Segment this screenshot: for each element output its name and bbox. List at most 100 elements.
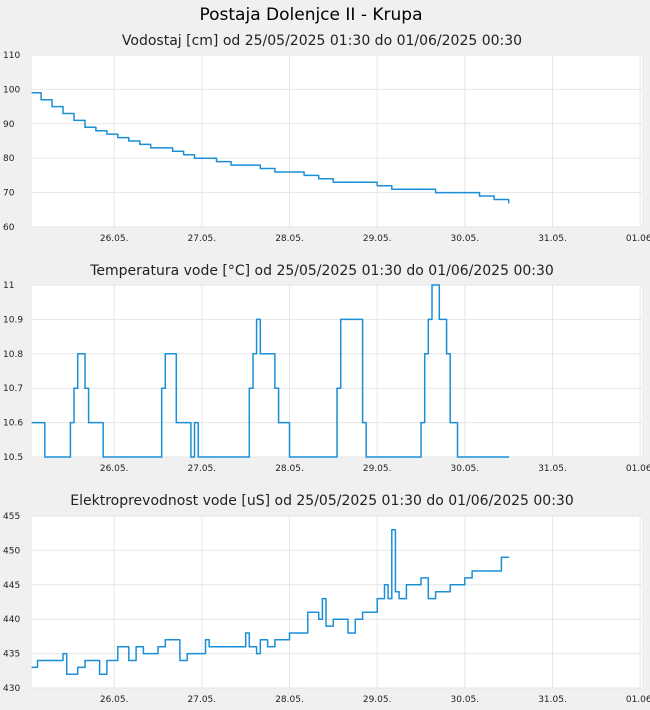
data-point (325, 625, 327, 627)
y-tick-label: 60 (3, 223, 15, 233)
data-point (150, 147, 152, 149)
data-point (128, 140, 130, 142)
data-point (343, 318, 345, 320)
data-point (391, 188, 393, 190)
panel-title: Elektroprevodnost vode [uS] od 25/05/202… (70, 493, 573, 509)
y-tick-label: 455 (3, 512, 20, 522)
y-tick-label: 100 (3, 85, 20, 95)
data-point (84, 387, 86, 389)
data-point (449, 192, 451, 194)
y-tick-label: 10.5 (3, 453, 23, 463)
data-point (102, 456, 104, 458)
data-point (464, 192, 466, 194)
series-line (32, 284, 509, 458)
x-tick-label: 29.05. (363, 234, 392, 244)
data-point (31, 422, 33, 424)
y-tick-label: 11 (3, 281, 14, 291)
data-point (259, 639, 261, 641)
data-point (424, 353, 426, 355)
data-point (420, 577, 422, 579)
data-point (84, 659, 86, 662)
data-point (252, 353, 254, 355)
x-tick-label: 27.05. (188, 695, 217, 705)
data-point (88, 422, 90, 424)
data-point (508, 202, 510, 204)
y-tick-label: 450 (3, 546, 20, 556)
data-point (361, 611, 364, 613)
data-point (508, 456, 510, 458)
y-tick-label: 80 (3, 154, 15, 164)
data-point (190, 456, 192, 458)
data-point (237, 646, 239, 648)
chart-panel-3: Elektroprevodnost vode [uS] od 25/05/202… (3, 493, 650, 705)
data-point (442, 591, 444, 593)
panel-title: Vodostaj [cm] od 25/05/2025 01:30 do 01/… (122, 33, 522, 49)
data-point (139, 143, 141, 146)
figure-title: Postaja Dolenjce II - Krupa (199, 5, 422, 25)
plot-area (32, 55, 642, 227)
data-point (493, 570, 495, 572)
data-point (449, 584, 451, 586)
data-point (197, 456, 199, 458)
data-point (31, 666, 33, 668)
data-point (274, 387, 276, 389)
panel-title: Temperatura vode [°C] od 25/05/2025 01:3… (89, 263, 554, 279)
data-point (106, 133, 108, 135)
data-point (259, 167, 261, 170)
data-point (508, 556, 510, 558)
y-tick-label: 430 (3, 684, 20, 694)
data-point (186, 653, 188, 655)
x-tick-label: 28.05. (275, 695, 304, 705)
x-tick-label: 26.05. (100, 464, 129, 474)
data-point (285, 422, 287, 424)
data-point (157, 646, 159, 648)
data-point (40, 99, 42, 101)
data-point (193, 422, 196, 424)
data-point (405, 188, 408, 190)
plot-area (32, 516, 642, 688)
data-point (347, 318, 349, 320)
data-point (204, 639, 207, 641)
data-point (164, 639, 166, 641)
data-point (263, 353, 265, 355)
data-point (204, 157, 207, 159)
x-tick-label: 31.05. (538, 695, 567, 705)
x-tick-label: 29.05. (363, 695, 392, 705)
chart-panel-1: Vodostaj [cm] od 25/05/2025 01:30 do 01/… (3, 33, 650, 244)
data-point (288, 171, 291, 173)
data-point (405, 584, 408, 586)
data-point (332, 618, 334, 620)
data-point (208, 456, 210, 458)
data-point (98, 673, 101, 675)
data-point (84, 126, 86, 128)
y-tick-label: 435 (3, 650, 20, 660)
data-point (124, 456, 126, 458)
x-tick-label: 01.06. (626, 234, 650, 244)
data-point (274, 171, 276, 173)
data-point (449, 422, 451, 424)
chart-panel-2: Temperatura vode [°C] od 25/05/2025 01:3… (3, 263, 650, 474)
data-point (179, 659, 181, 662)
data-point (277, 422, 280, 424)
data-point (128, 659, 130, 662)
data-point (387, 597, 389, 600)
data-point (427, 597, 429, 600)
data-point (80, 353, 82, 355)
data-point (259, 353, 261, 355)
data-point (172, 150, 174, 152)
x-tick-label: 30.05. (451, 234, 480, 244)
x-tick-label: 26.05. (100, 695, 129, 705)
y-tick-label: 440 (3, 615, 20, 625)
data-point (36, 659, 39, 662)
data-point (135, 646, 137, 648)
data-point (182, 154, 185, 156)
data-point (318, 178, 320, 180)
data-point (117, 646, 119, 648)
y-tick-label: 90 (3, 120, 15, 130)
x-tick-label: 01.06. (626, 695, 650, 705)
data-point (248, 387, 250, 389)
data-point (340, 318, 342, 320)
data-point (376, 597, 378, 600)
x-tick-label: 31.05. (538, 234, 567, 244)
data-point (307, 611, 309, 613)
